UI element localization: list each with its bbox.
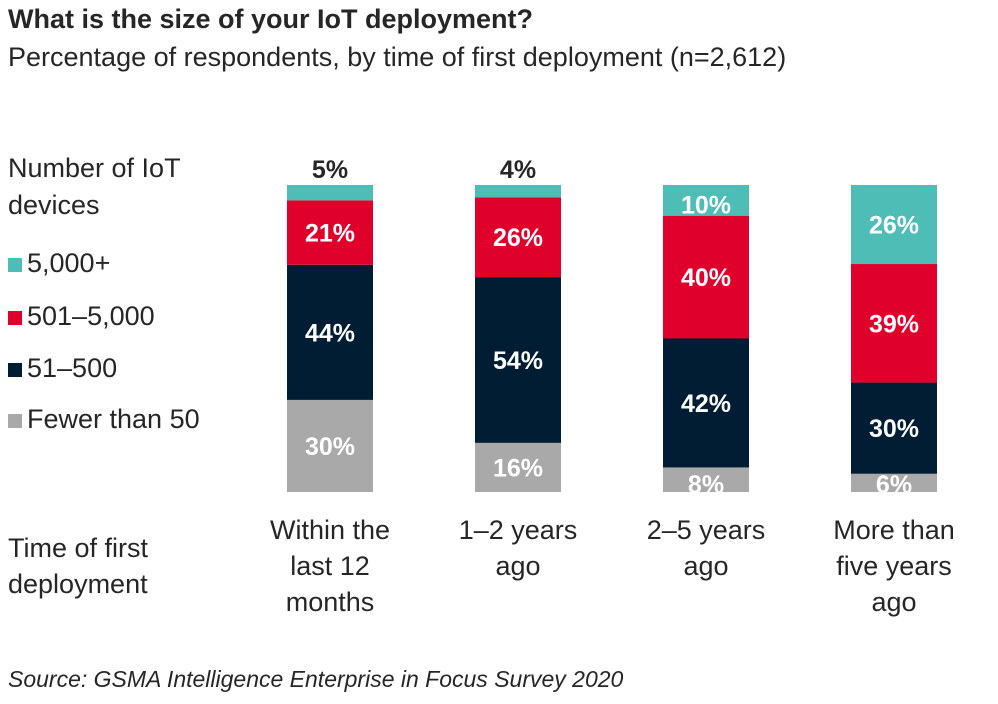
legend-swatch-teal: [8, 258, 22, 272]
bar-data-label: 30%: [869, 415, 919, 443]
x-tick-label-line: More than: [833, 515, 955, 545]
bar-segment: [851, 473, 937, 492]
bar-segment: [287, 399, 373, 492]
bar-data-label: 6%: [876, 471, 912, 499]
bar-segment: [663, 185, 749, 216]
bar-segment: [475, 197, 561, 278]
bar-data-label: 21%: [305, 220, 355, 248]
bar-segment: [851, 185, 937, 265]
bar-segment: [287, 185, 373, 201]
legend-item-51-500: 51–500: [8, 353, 117, 384]
bar-segment: [663, 338, 749, 468]
bar-segment: [663, 467, 749, 492]
bar-segment: [475, 277, 561, 443]
bar-data-label: 54%: [493, 347, 543, 375]
bar-data-label: 30%: [305, 433, 355, 461]
bar-segment: [475, 185, 561, 198]
legend-label: 5,000+: [27, 248, 111, 278]
legend-label: Fewer than 50: [27, 404, 200, 434]
legend-swatch-navy: [8, 363, 22, 377]
x-tick-label: More than five years ago: [804, 512, 984, 620]
x-tick-label-line: five years: [836, 551, 952, 581]
legend-label: 501–5,000: [27, 301, 155, 331]
x-tick-label-line: ago: [495, 551, 541, 581]
legend-item-501-5000: 501–5,000: [8, 301, 155, 332]
bar-segment: [475, 442, 561, 492]
bar-segment: [287, 264, 373, 400]
x-tick-label: Within the last 12 months: [240, 512, 420, 620]
bar-data-label: 16%: [493, 454, 543, 482]
x-tick-label-line: months: [285, 587, 375, 617]
chart-subtitle: Percentage of respondents, by time of fi…: [8, 42, 787, 72]
bar-data-label: 42%: [681, 390, 731, 418]
source-note: Source: GSMA Intelligence Enterprise in …: [8, 666, 624, 692]
bar-data-label: 26%: [493, 224, 543, 252]
bar-data-label: 26%: [869, 212, 919, 240]
x-tick-label: 1–2 years ago: [428, 512, 608, 584]
x-tick-label-line: last 12: [290, 551, 370, 581]
legend-item-fewer-than-50: Fewer than 50: [8, 404, 200, 435]
bar-data-label: 40%: [681, 264, 731, 292]
bar-data-label: 5%: [312, 156, 348, 184]
bar-data-label: 10%: [681, 192, 731, 220]
legend-swatch-red: [8, 311, 22, 325]
legend-title: Number of IoT devices: [8, 153, 181, 220]
bar-data-label: 4%: [500, 156, 536, 184]
legend-item-5000-plus: 5,000+: [8, 248, 110, 279]
bar-data-label: 8%: [688, 471, 724, 499]
bar-segment: [851, 382, 937, 474]
x-tick-label-line: 1–2 years: [458, 515, 578, 545]
bar-segment: [663, 215, 749, 339]
bar-segment: [851, 264, 937, 383]
bar-data-label: 39%: [869, 310, 919, 338]
x-tick-label-line: Within the: [269, 515, 391, 545]
legend-swatch-gray: [8, 414, 22, 428]
x-tick-label-line: ago: [871, 587, 917, 617]
x-axis-title: Time of first deployment: [8, 533, 149, 599]
chart-title: What is the size of your IoT deployment?: [8, 4, 534, 34]
legend-label: 51–500: [27, 353, 118, 383]
x-tick-label-line: 2–5 years: [646, 515, 766, 545]
x-tick-label-line: ago: [683, 551, 729, 581]
bar-data-label: 44%: [305, 319, 355, 347]
x-tick-label: 2–5 years ago: [616, 512, 796, 584]
bar-segment: [287, 200, 373, 265]
